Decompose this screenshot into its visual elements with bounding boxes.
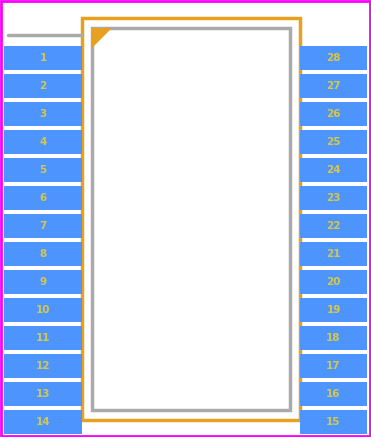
Bar bbox=[92, 28, 290, 410]
Text: 7: 7 bbox=[39, 221, 47, 231]
Bar bbox=[300, 46, 367, 70]
Text: 18: 18 bbox=[326, 333, 341, 343]
Text: 1: 1 bbox=[39, 53, 47, 63]
Bar bbox=[82, 18, 300, 420]
Bar bbox=[300, 382, 367, 406]
Bar bbox=[4, 46, 82, 70]
Text: 24: 24 bbox=[326, 165, 341, 175]
Text: 5: 5 bbox=[39, 165, 47, 175]
Text: 15: 15 bbox=[326, 417, 341, 427]
Text: 10: 10 bbox=[36, 305, 50, 315]
Text: 23: 23 bbox=[326, 193, 341, 203]
Bar bbox=[4, 326, 82, 350]
Bar bbox=[300, 74, 367, 98]
Polygon shape bbox=[92, 28, 112, 48]
Text: 27: 27 bbox=[326, 81, 341, 91]
Bar bbox=[4, 102, 82, 126]
Bar bbox=[300, 242, 367, 266]
Text: 8: 8 bbox=[39, 249, 47, 259]
Bar bbox=[4, 298, 82, 322]
Text: 26: 26 bbox=[326, 109, 341, 119]
Text: 13: 13 bbox=[36, 389, 50, 399]
Text: 20: 20 bbox=[326, 277, 341, 287]
Bar bbox=[4, 214, 82, 238]
Bar bbox=[300, 214, 367, 238]
Bar bbox=[4, 410, 82, 434]
Text: 19: 19 bbox=[326, 305, 341, 315]
Text: 22: 22 bbox=[326, 221, 341, 231]
Text: 14: 14 bbox=[36, 417, 50, 427]
Text: 3: 3 bbox=[39, 109, 47, 119]
Bar bbox=[300, 158, 367, 182]
Text: 11: 11 bbox=[36, 333, 50, 343]
Bar bbox=[4, 270, 82, 294]
Text: 12: 12 bbox=[36, 361, 50, 371]
Bar bbox=[4, 130, 82, 154]
Text: 16: 16 bbox=[326, 389, 341, 399]
Bar bbox=[4, 74, 82, 98]
Bar bbox=[300, 354, 367, 378]
Bar bbox=[300, 102, 367, 126]
Bar bbox=[300, 270, 367, 294]
Text: 28: 28 bbox=[326, 53, 341, 63]
Text: 21: 21 bbox=[326, 249, 341, 259]
Bar bbox=[4, 354, 82, 378]
Text: 17: 17 bbox=[326, 361, 341, 371]
Text: 25: 25 bbox=[326, 137, 341, 147]
Bar bbox=[4, 186, 82, 210]
Bar bbox=[300, 186, 367, 210]
Bar bbox=[300, 298, 367, 322]
Text: 6: 6 bbox=[39, 193, 47, 203]
Bar bbox=[300, 130, 367, 154]
Text: 4: 4 bbox=[39, 137, 47, 147]
Bar bbox=[4, 382, 82, 406]
Bar bbox=[4, 242, 82, 266]
Text: 9: 9 bbox=[39, 277, 47, 287]
Bar bbox=[300, 410, 367, 434]
Text: 2: 2 bbox=[39, 81, 47, 91]
Bar bbox=[300, 326, 367, 350]
Bar bbox=[4, 158, 82, 182]
